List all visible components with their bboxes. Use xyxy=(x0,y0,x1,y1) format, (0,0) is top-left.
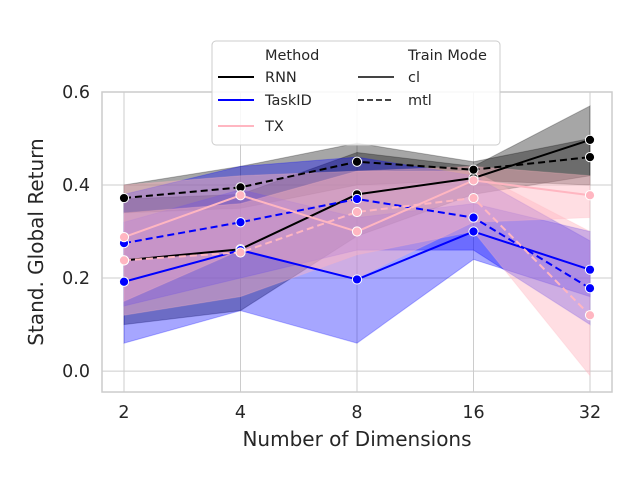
point-tx-mtl xyxy=(235,247,246,258)
legend: Method Train Mode RNN TaskID TX cl mtl xyxy=(211,40,501,146)
y-tick-label: 0.2 xyxy=(62,269,90,289)
legend-entry-taskid: TaskID xyxy=(264,93,312,109)
x-tick-label: 2 xyxy=(118,403,129,423)
point-tx-cl xyxy=(584,190,596,201)
point-taskid-mtl xyxy=(468,212,479,223)
point-taskid-cl xyxy=(118,276,130,287)
point-rnn-mtl xyxy=(468,164,479,175)
x-tick-label: 16 xyxy=(462,403,484,423)
y-tick-label: 0.4 xyxy=(62,176,90,196)
legend-entry-cl: cl xyxy=(408,70,420,86)
line-tx-mtl xyxy=(123,197,591,316)
legend-entry-tx: TX xyxy=(264,119,284,135)
point-tx-mtl xyxy=(118,255,130,266)
point-tx-cl xyxy=(235,190,246,201)
legend-title-method: Method xyxy=(265,48,319,64)
point-tx-cl xyxy=(468,175,479,186)
point-tx-mtl xyxy=(351,206,363,218)
point-taskid-cl xyxy=(351,274,363,285)
series-markers xyxy=(118,134,596,321)
point-tx-mtl xyxy=(468,192,479,204)
x-tick-label: 4 xyxy=(235,403,246,423)
confidence-bands xyxy=(123,105,591,378)
x-axis-label: Number of Dimensions xyxy=(242,427,471,451)
y-tick-label: 0.0 xyxy=(62,362,90,382)
point-taskid-cl xyxy=(468,226,479,237)
point-rnn-cl xyxy=(584,134,596,146)
point-rnn-mtl xyxy=(584,152,596,163)
point-tx-mtl xyxy=(584,310,596,321)
point-taskid-mtl xyxy=(351,193,363,205)
point-rnn-mtl xyxy=(351,156,363,167)
point-taskid-cl xyxy=(584,264,596,275)
tick-labels: 2 4 8 16 32 0.0 0.2 0.4 0.6 xyxy=(62,83,601,423)
legend-entry-mtl: mtl xyxy=(408,93,432,109)
x-tick-label: 32 xyxy=(579,403,601,423)
legend-entry-rnn: RNN xyxy=(265,70,297,86)
point-tx-cl xyxy=(351,226,363,237)
legend-box xyxy=(211,40,501,146)
point-rnn-mtl xyxy=(118,192,130,204)
point-tx-cl xyxy=(118,232,130,243)
point-taskid-mtl xyxy=(235,217,246,228)
x-tick-label: 8 xyxy=(351,403,362,423)
legend-title-train-mode: Train Mode xyxy=(407,48,487,64)
y-tick-label: 0.6 xyxy=(62,83,90,103)
y-axis-label: Stand. Global Return xyxy=(24,138,48,345)
point-taskid-mtl xyxy=(584,283,596,294)
